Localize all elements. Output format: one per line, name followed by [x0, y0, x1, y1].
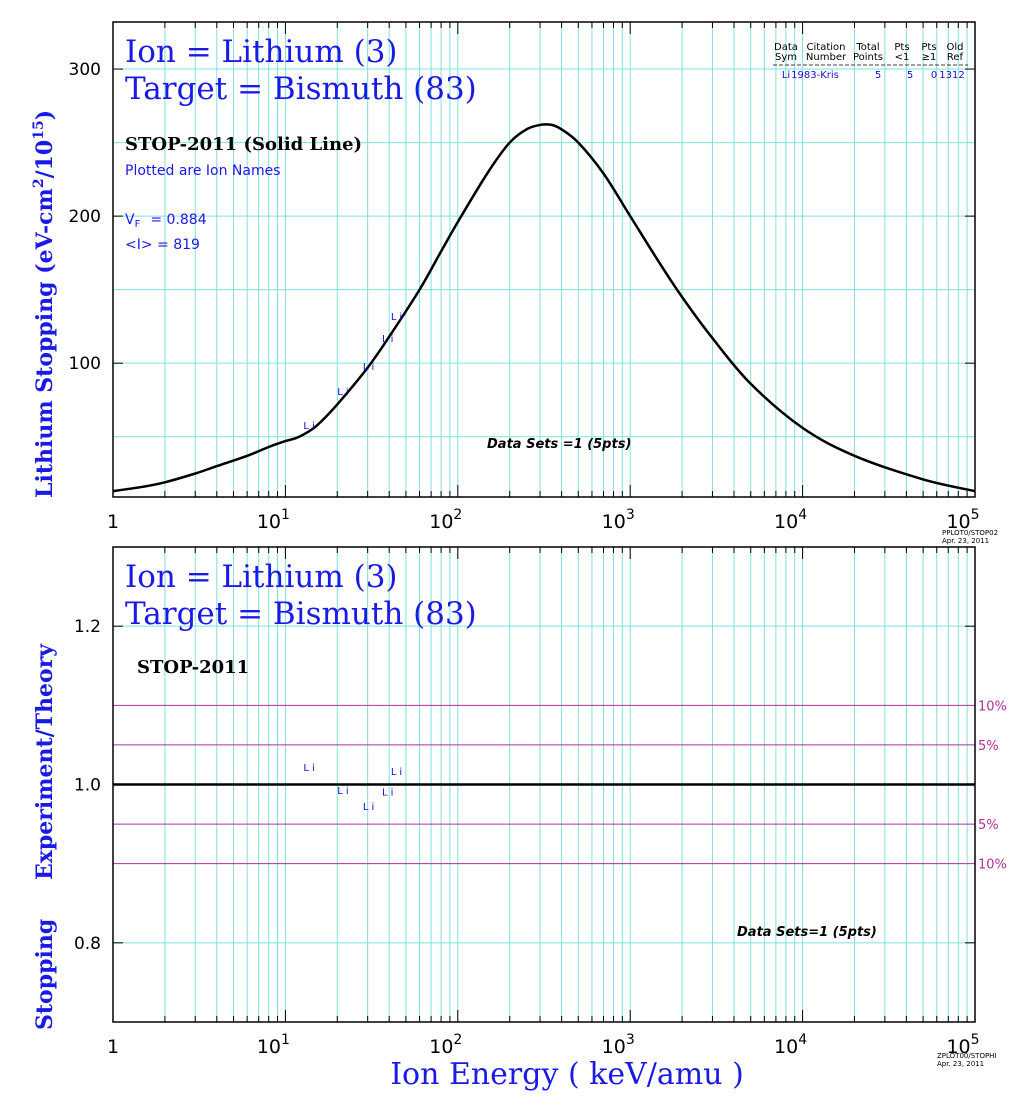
- data-point: Li: [363, 802, 377, 813]
- bottom-title-target: Target = Bismuth (83): [125, 596, 477, 632]
- top-ticks: [113, 22, 975, 497]
- data-point: Li: [391, 312, 405, 323]
- theory-curve: [112, 123, 976, 493]
- x-tick-label: 101: [257, 1032, 290, 1058]
- legend-cell: 1983-Kris: [791, 70, 839, 81]
- top-title-ion: Ion = Lithium (3): [125, 34, 398, 70]
- top-title-target: Target = Bismuth (83): [125, 71, 477, 107]
- top-x-tick-labels: 1 101 102 103 104 105: [107, 507, 980, 533]
- top-panel: Li Li Li Li Li 1 101 102 103 104 105 100 200 300 Io…: [31, 21, 998, 545]
- top-y-tick-labels: 100 200 300: [69, 60, 101, 374]
- top-grid: [113, 22, 975, 497]
- legend-header: Old: [947, 42, 964, 53]
- bottom-y-label-stopping: Stopping: [32, 919, 58, 1030]
- bottom-subtitle: STOP-2011: [137, 657, 249, 678]
- legend-header: ≥1: [922, 52, 937, 63]
- x-tick-label: 1: [107, 1036, 119, 1058]
- vf-value: = 0.884: [150, 212, 206, 228]
- ylabel-sup-15: 15: [31, 120, 47, 139]
- legend-header: Number: [806, 52, 847, 63]
- ylabel-div: /10: [32, 140, 58, 179]
- legend-header: Data: [774, 42, 798, 53]
- bottom-panel: 10% 5% 5% 10% Li Li Li Li Li 1 101 102 103 104 105 0…: [32, 546, 1007, 1092]
- x-tick-label: 104: [774, 1032, 807, 1058]
- legend-cell: 0: [931, 70, 937, 81]
- ylabel-sup-2: 2: [31, 178, 47, 188]
- y-tick-label: 200: [69, 207, 101, 227]
- bottom-plot-frame: [112, 546, 976, 1023]
- vf-text: VF = 0.884: [125, 212, 207, 230]
- legend-header: Total: [855, 42, 879, 53]
- top-note: Plotted are Ion Names: [125, 163, 281, 179]
- legend-table: DataSymCitationNumberTotalPointsPts<1Pts…: [773, 42, 968, 81]
- legend-header: Ref: [947, 52, 964, 63]
- data-point: Li: [303, 421, 317, 432]
- y-tick-label: 300: [69, 60, 101, 80]
- top-subtitle: STOP-2011 (Solid Line): [125, 134, 362, 155]
- vf-label: V: [125, 212, 135, 228]
- ylabel-main: Lithium Stopping (eV-cm: [32, 188, 58, 498]
- ylabel-close: ): [32, 110, 58, 120]
- percent-band-label: 5%: [978, 818, 999, 833]
- legend-header: Points: [853, 52, 883, 63]
- legend-cell: 1312: [939, 70, 964, 81]
- data-point: Li: [382, 788, 396, 799]
- top-stamp-line1: PPLOT0/STOP02: [942, 529, 998, 537]
- top-y-axis-label: Lithium Stopping (eV-cm2/1015): [31, 110, 58, 498]
- legend-header: Sym: [775, 52, 797, 63]
- percent-bands: 10% 5% 5% 10%: [113, 699, 1007, 873]
- x-axis-label: Ion Energy ( keV/amu ): [390, 1057, 744, 1092]
- bottom-data-sets-text: Data Sets=1 (5pts): [737, 925, 877, 940]
- x-tick-label: 1: [107, 511, 119, 533]
- x-tick-label: 104: [774, 507, 807, 533]
- x-tick-label: 101: [257, 507, 290, 533]
- y-tick-label: 1.0: [74, 776, 101, 796]
- top-data-points: Li Li Li Li Li: [303, 312, 405, 432]
- legend-header: Pts: [894, 42, 909, 53]
- bottom-title-ion: Ion = Lithium (3): [125, 559, 398, 595]
- data-point: Li: [303, 763, 317, 774]
- bottom-data-points: Li Li Li Li Li: [303, 763, 405, 813]
- percent-band-label: 10%: [978, 858, 1007, 873]
- percent-band-label: 5%: [978, 739, 999, 754]
- bottom-x-tick-labels: 1 101 102 103 104 105: [107, 1032, 980, 1058]
- percent-band-label: 10%: [978, 699, 1007, 714]
- data-point: Li: [337, 387, 351, 398]
- x-tick-label: 105: [946, 507, 979, 533]
- bottom-y-label-ratio: Experiment/Theory: [32, 643, 58, 880]
- legend-cell: Li: [782, 70, 790, 81]
- data-point: Li: [363, 362, 377, 373]
- legend-header: <1: [895, 52, 910, 63]
- x-tick-label: 102: [429, 1032, 462, 1058]
- legend-header: Pts: [921, 42, 936, 53]
- data-point: Li: [391, 767, 405, 778]
- top-plot-frame: [112, 21, 976, 498]
- legend-header: Citation: [807, 42, 846, 53]
- y-tick-label: 1.2: [74, 617, 101, 637]
- data-point: Li: [382, 334, 396, 345]
- legend-cell: 5: [907, 70, 913, 81]
- top-data-sets-text: Data Sets =1 (5pts): [487, 437, 631, 452]
- ip-text: <I> = 819: [125, 237, 200, 253]
- x-tick-label: 103: [602, 507, 635, 533]
- top-stamp-line2: Apr. 23, 2011: [942, 537, 989, 545]
- legend-cell: 5: [875, 70, 881, 81]
- y-tick-label: 0.8: [74, 934, 101, 954]
- data-point: Li: [337, 786, 351, 797]
- x-tick-label: 103: [602, 1032, 635, 1058]
- y-tick-label: 100: [69, 354, 101, 374]
- bottom-stamp-line1: ZPLOT00/STOPHI: [937, 1052, 997, 1060]
- bottom-stamp-line2: Apr. 23, 2011: [937, 1060, 984, 1068]
- x-tick-label: 105: [946, 1032, 979, 1058]
- vf-subscript: F: [135, 219, 141, 230]
- x-tick-label: 102: [429, 507, 462, 533]
- bottom-y-tick-labels: 0.8 1.0 1.2: [74, 617, 101, 954]
